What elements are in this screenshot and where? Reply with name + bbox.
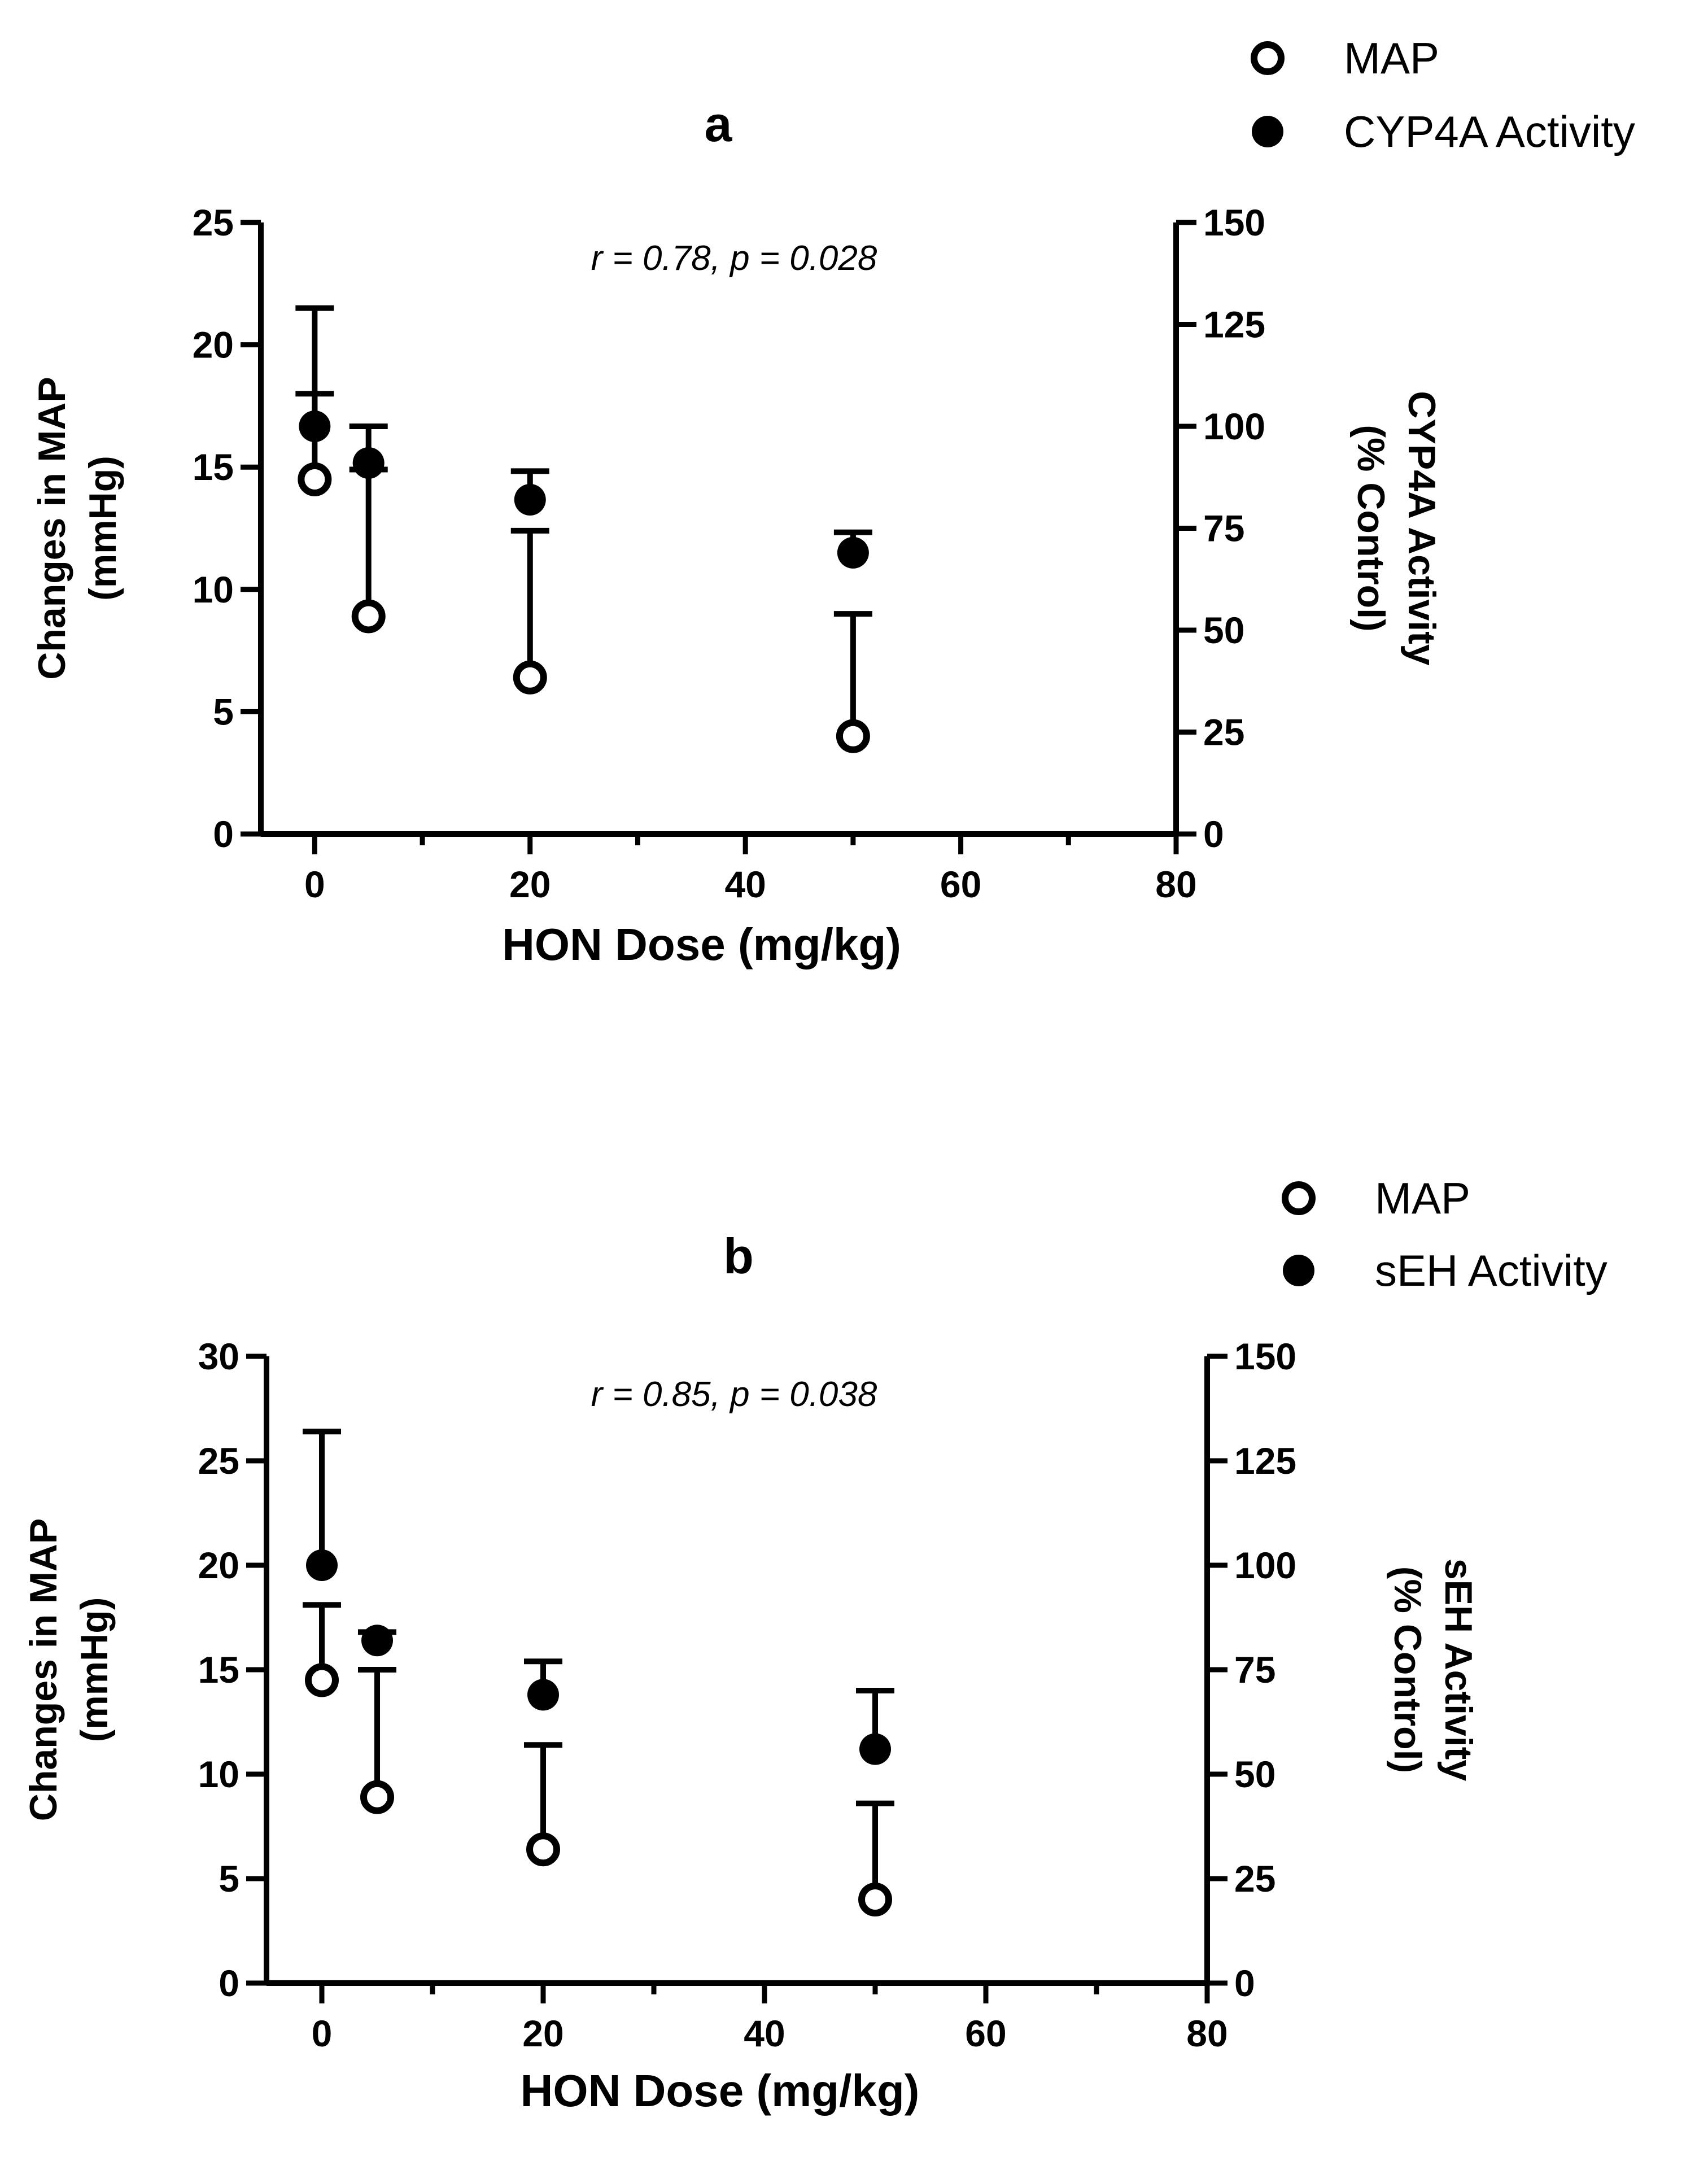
right-y-tick-label: 25 [1234,1858,1275,1900]
x-tick-label: 60 [940,863,981,905]
right-y-tick-label: 50 [1203,609,1244,651]
activity-point [361,1625,393,1657]
right-y-tick-label: 75 [1203,508,1244,549]
legend-label: CYP4A Activity [1344,107,1635,156]
left-y-axis-title-line: (mmHg) [73,1597,116,1743]
activity-point [859,1733,891,1765]
left-y-tick-label: 5 [219,1858,239,1900]
left-y-axis-title-line: (mmHg) [81,456,124,601]
map-point [858,1883,892,1916]
left-y-tick-label: 20 [193,324,234,366]
x-axis-title: HON Dose (mg/kg) [521,2066,920,2116]
right-y-tick-label: 50 [1234,1753,1275,1795]
panel-letter: b [723,1228,754,1284]
right-y-tick-label: 150 [1203,202,1265,243]
right-y-axis-title-line: sEH Activity [1437,1558,1480,1781]
right-y-axis-title-line: (% Control) [1349,425,1392,631]
activity-point [299,411,331,442]
right-y-tick-label: 100 [1234,1544,1296,1586]
right-y-tick-label: 125 [1203,304,1265,346]
x-tick-label: 80 [1186,2012,1228,2054]
left-y-tick-label: 5 [213,691,234,732]
x-tick-label: 40 [744,2012,785,2054]
legend-marker-filled-circle [1283,1255,1314,1286]
x-tick-label: 60 [965,2012,1006,2054]
x-tick-label: 0 [304,863,325,905]
panel-a: a MAP CYP4A Activity r = 0.78, p = 0.028 0 5 1… [30,33,1635,970]
left-y-axis-title-line: Changes in MAP [22,1518,65,1822]
left-y-tick-label: 15 [193,446,234,488]
left-y-axis-title: Changes in MAP (mmHg) [30,377,124,680]
map-point [513,660,547,695]
map-point [298,462,332,496]
right-y-axis-title-line: (% Control) [1386,1566,1429,1773]
left-y-tick-label: 15 [198,1649,239,1691]
map-point [526,1832,560,1867]
right-y-tick-label: 150 [1234,1335,1296,1377]
activity-point [514,483,546,516]
activity-point [527,1679,559,1711]
left-y-axis-title-line: Changes in MAP [30,377,73,680]
activity-point [837,536,869,569]
left-y-tick-label: 0 [219,1962,239,2004]
x-tick-label: 40 [724,863,766,905]
activity-point [306,1549,338,1581]
left-y-tick-label: 20 [198,1544,239,1586]
right-y-tick-label: 25 [1203,711,1244,753]
left-y-tick-label: 10 [198,1753,239,1795]
map-point [836,719,870,753]
legend-marker-filled-circle [1252,116,1283,147]
legend-label: sEH Activity [1375,1246,1607,1295]
legend-label: MAP [1375,1173,1470,1223]
correlation-annotation: r = 0.85, p = 0.038 [591,1375,877,1414]
right-y-tick-label: 0 [1234,1962,1255,2004]
x-tick-label: 20 [522,2012,563,2054]
legend-label: MAP [1344,33,1439,83]
legend-marker-open-circle [1282,1181,1316,1215]
panel-letter: a [705,96,733,152]
right-y-tick-label: 100 [1203,405,1265,447]
right-y-axis-title-line: CYP4A Activity [1400,391,1443,665]
correlation-annotation: r = 0.78, p = 0.028 [591,239,877,278]
left-y-tick-label: 30 [198,1335,239,1377]
left-y-tick-label: 25 [198,1440,239,1482]
panel-b: b MAP sEH Activity r = 0.85, p = 0.038 0 5 10 1… [22,1173,1607,2116]
right-y-axis-title: sEH Activity(% Control) [1386,1558,1480,1781]
x-tick-label: 80 [1155,863,1196,905]
map-point [351,599,386,634]
left-y-axis-title: Changes in MAP (mmHg) [22,1518,116,1822]
x-tick-label: 20 [509,863,551,905]
map-point [305,1663,339,1697]
x-axis-title: HON Dose (mg/kg) [502,919,901,970]
right-y-axis-title: CYP4A Activity(% Control) [1349,391,1443,665]
activity-point [352,447,385,479]
left-y-tick-label: 10 [193,569,234,610]
legend-marker-open-circle [1251,41,1285,75]
right-y-tick-label: 75 [1234,1649,1275,1691]
right-y-tick-label: 125 [1234,1440,1296,1482]
map-point [360,1780,394,1814]
right-y-tick-label: 0 [1203,813,1224,855]
x-tick-label: 0 [312,2012,333,2054]
left-y-tick-label: 0 [213,813,234,855]
left-y-tick-label: 25 [193,202,234,243]
